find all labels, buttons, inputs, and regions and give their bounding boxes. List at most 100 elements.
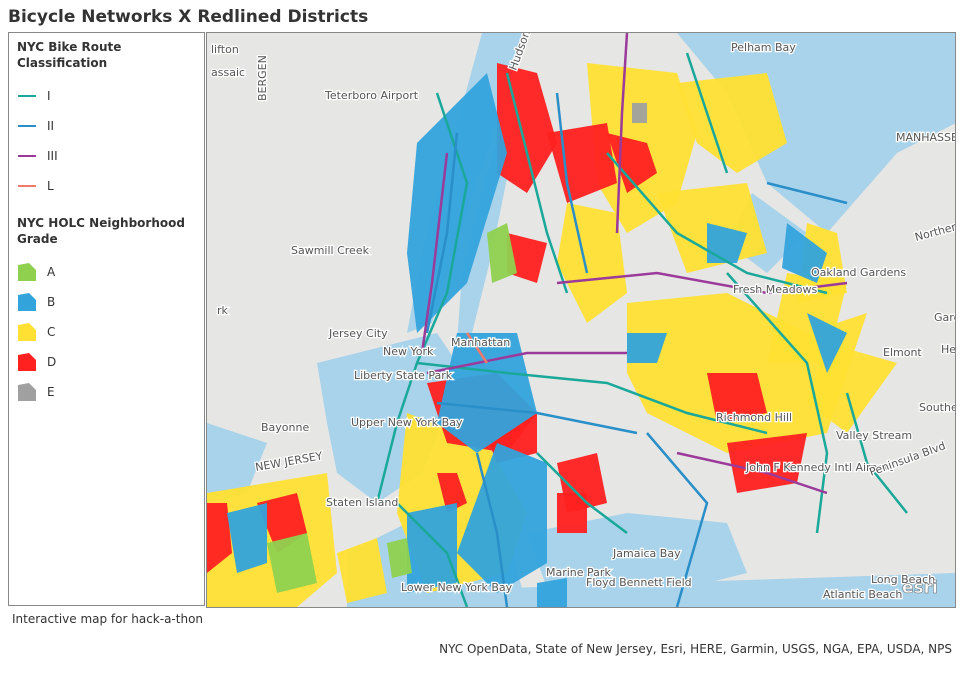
legend-label: E: [47, 385, 55, 399]
place-label: MANHASSET NECK: [896, 131, 956, 144]
legend-polygon: [18, 383, 36, 401]
place-label: Long Beach: [871, 573, 935, 586]
place-label: assaic: [211, 66, 245, 79]
legend-item: A: [17, 257, 196, 287]
legend-item: D: [17, 347, 196, 377]
bike-route: [416, 361, 768, 435]
bike-route: [676, 451, 828, 495]
bike-route: [845, 392, 908, 514]
legend-swatch: [18, 323, 36, 341]
legend-polygon: [18, 263, 36, 281]
legend-swatch: [18, 125, 36, 127]
holc-area: [557, 203, 627, 323]
place-label: Marine Park: [546, 566, 611, 579]
holc-area: [267, 533, 317, 593]
holc-areas: [207, 63, 897, 607]
place-label: Garden: [934, 311, 956, 324]
bike-route: [420, 152, 449, 354]
bike-route: [615, 33, 629, 234]
place-label: Elmont: [883, 346, 922, 359]
holc-area: [457, 443, 547, 593]
holc-area: [387, 538, 412, 578]
bike-route: [426, 351, 627, 375]
legend-label: A: [47, 265, 56, 279]
legend-label: B: [47, 295, 56, 309]
place-label: Pelham Bay: [731, 41, 796, 54]
holc-area: [547, 123, 617, 203]
place-label: lifton: [211, 43, 239, 56]
holc-area: [632, 103, 647, 123]
place-label: Staten Island: [326, 496, 398, 509]
holc-area: [707, 223, 747, 263]
legend-polygon: [18, 293, 36, 311]
legend-item: B: [17, 287, 196, 317]
legend-swatch: [18, 155, 36, 157]
place-label: BERGEN: [256, 55, 269, 101]
holc-area: [407, 503, 457, 593]
place-label: Upper New York Bay: [351, 416, 463, 429]
bike-route: [425, 132, 459, 334]
legend-label: I: [47, 89, 51, 103]
place-label: Atlantic Beach: [823, 588, 902, 601]
legend-label: III: [47, 149, 58, 163]
legend-label: D: [47, 355, 57, 369]
legend-swatch: [18, 293, 36, 311]
holc-area: [807, 313, 847, 373]
legend-item: III: [17, 141, 196, 171]
place-label: New York: [383, 345, 434, 358]
holc-area: [557, 493, 587, 533]
legend-label: II: [47, 119, 55, 133]
bike-route: [766, 181, 848, 205]
place-label: Bayonne: [261, 421, 309, 434]
caption: Interactive map for hack-a-thon: [12, 612, 204, 626]
logo: esri: [902, 578, 938, 598]
place-label: Oakland Gardens: [811, 266, 906, 279]
place-label: Liberty State Park: [354, 369, 453, 382]
bike-route: [465, 332, 489, 364]
legend: NYC Bike Route Classification I II III L NY…: [8, 32, 205, 606]
legend-polygon: [18, 323, 36, 341]
map[interactable]: lifton assaic Teterboro Airport BERGEN Jerse…: [206, 32, 956, 608]
place-label: Teterboro Airport: [324, 89, 419, 102]
legend-title: NYC HOLC Neighborhood Grade: [17, 216, 185, 246]
place-label: Sawmill Creek: [291, 244, 370, 257]
holc-area: [677, 73, 787, 173]
legend-swatch: [18, 95, 36, 97]
legend-swatch: [18, 383, 36, 401]
legend-group: A B C D E: [17, 257, 196, 407]
bike-route: [375, 92, 469, 504]
holc-area: [407, 73, 507, 333]
holc-area: [337, 538, 387, 603]
bike-route: [685, 52, 729, 174]
legend-group: I II III L: [17, 81, 196, 201]
legend-swatch: [18, 353, 36, 371]
place-label: Richmond Hill: [716, 411, 792, 424]
place-label: Fresh Meadows: [733, 283, 817, 296]
holc-area: [782, 223, 827, 283]
place-label: Southern Pkwy: [919, 401, 956, 414]
legend-item: E: [17, 377, 196, 407]
legend-title: NYC Bike Route Classification: [17, 40, 122, 70]
bike-route: [396, 502, 469, 607]
legend-swatch: [18, 263, 36, 281]
legend-label: C: [47, 325, 56, 339]
bike-route: [555, 92, 589, 274]
holc-area: [207, 503, 232, 573]
holc-area: [437, 333, 537, 453]
bike-route: [505, 72, 569, 294]
place-label: John F Kennedy Intl Airport: [745, 461, 894, 474]
legend-item: II: [17, 111, 196, 141]
legend-label: L: [47, 179, 54, 193]
holc-area: [727, 433, 807, 493]
holc-area: [507, 233, 547, 283]
holc-area: [537, 578, 567, 607]
bike-route: [475, 452, 509, 607]
bike-routes: [375, 33, 908, 607]
legend-swatch: [18, 185, 36, 187]
legend-item: C: [17, 317, 196, 347]
place-label: Jersey City: [328, 327, 388, 340]
attribution: NYC OpenData, State of New Jersey, Esri,…: [439, 642, 952, 656]
place-label: Manhattan: [451, 336, 510, 349]
page-title: Bicycle Networks X Redlined Districts: [8, 7, 369, 27]
